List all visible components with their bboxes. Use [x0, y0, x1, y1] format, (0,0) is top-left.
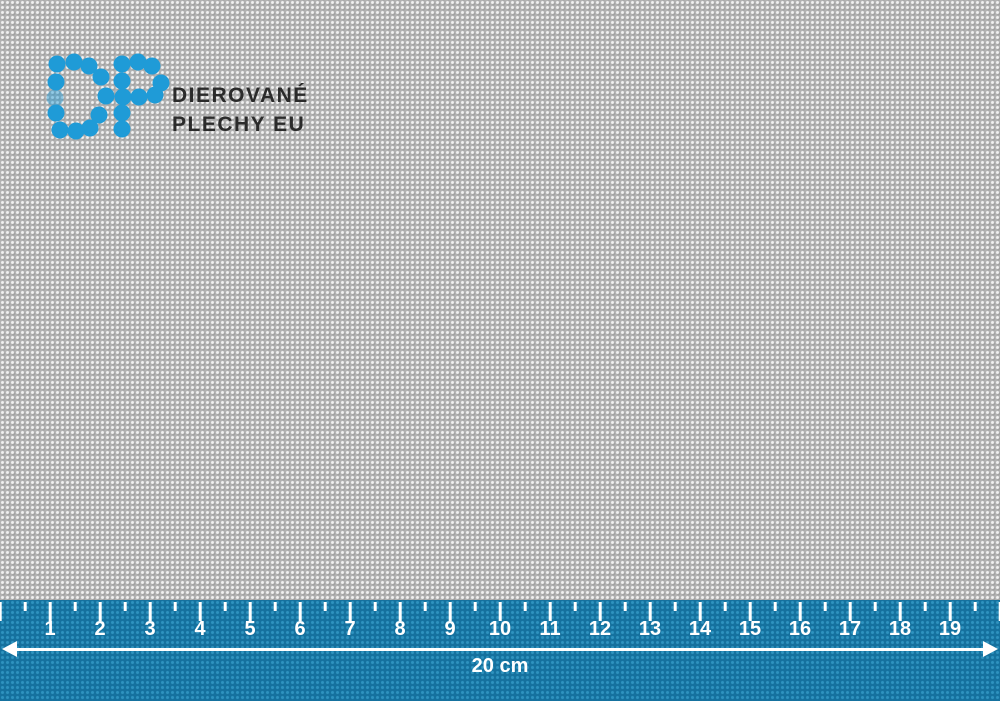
tick-cm [0, 602, 2, 621]
tick-cm [798, 602, 802, 621]
tick-cm [598, 602, 602, 621]
logo-dot [113, 55, 131, 73]
tick-cm [48, 602, 52, 621]
tick-cm [448, 602, 452, 621]
logo-dot [51, 121, 69, 139]
logo-dot [113, 104, 131, 122]
cm-number: 12 [588, 618, 612, 640]
total-width-label: 20 cm [471, 655, 529, 677]
tick-half-cm [273, 602, 277, 611]
cm-number: 6 [294, 618, 306, 640]
logo-dot [90, 106, 108, 124]
cm-number: 19 [938, 618, 962, 640]
logo-dot [47, 104, 65, 122]
logo-dot [113, 120, 131, 138]
logo-dot [65, 53, 83, 71]
cm-number: 7 [344, 618, 356, 640]
tick-cm [98, 602, 102, 621]
tick-half-cm [323, 602, 327, 611]
tick-half-cm [173, 602, 177, 611]
tick-cm [348, 602, 352, 621]
tick-half-cm [623, 602, 627, 611]
dp-logo-icon [46, 53, 170, 140]
logo-dot [130, 88, 148, 106]
measure-arrow-shaft [14, 648, 986, 651]
brand-name-line2: PLECHY EU [172, 113, 306, 136]
perforated-sheet-texture: DIEROVANÉ PLECHY EU [0, 0, 1000, 600]
arrow-left-icon [2, 641, 17, 658]
brand-name: DIEROVANÉ PLECHY EU [172, 81, 309, 139]
cm-number: 17 [838, 618, 862, 640]
cm-number: 2 [94, 618, 106, 640]
cm-number: 15 [738, 618, 762, 640]
tick-cm [898, 602, 902, 621]
logo-dot [46, 89, 64, 107]
tick-cm [298, 602, 302, 621]
tick-half-cm [73, 602, 77, 611]
cm-number: 11 [539, 618, 561, 640]
tick-half-cm [873, 602, 877, 611]
ruler: 1 2 3 4 5 6 7 8 9 10 11 12 13 14 15 16 17 18 19 20 cm [0, 600, 1000, 701]
logo-dot [143, 57, 161, 75]
arrow-right-icon [983, 641, 998, 658]
logo-dot [114, 88, 132, 106]
logo-dot [97, 87, 115, 105]
tick-cm [948, 602, 952, 621]
tick-cm [698, 602, 702, 621]
logo-dot [129, 53, 147, 71]
logo-dot [47, 73, 65, 91]
tick-half-cm [923, 602, 927, 611]
tick-half-cm [773, 602, 777, 611]
tick-half-cm [23, 602, 27, 611]
cm-number: 5 [244, 618, 256, 640]
logo-dot [80, 57, 98, 75]
tick-cm [248, 602, 252, 621]
logo-dot [146, 86, 164, 104]
tick-cm [148, 602, 152, 621]
tick-half-cm [373, 602, 377, 611]
tick-half-cm [723, 602, 727, 611]
tick-half-cm [423, 602, 427, 611]
tick-cm [648, 602, 652, 621]
cm-number: 16 [788, 618, 812, 640]
logo-dot [92, 68, 110, 86]
tick-half-cm [823, 602, 827, 611]
logo-dot [67, 122, 85, 140]
tick-cm [998, 602, 1000, 621]
cm-number: 10 [488, 618, 512, 640]
tick-cm [198, 602, 202, 621]
tick-half-cm [573, 602, 577, 611]
tick-cm [848, 602, 852, 621]
cm-number: 14 [688, 618, 712, 640]
tick-half-cm [973, 602, 977, 611]
cm-number: 13 [638, 618, 662, 640]
tick-cm [548, 602, 552, 621]
tick-half-cm [673, 602, 677, 611]
cm-number: 18 [888, 618, 912, 640]
tick-cm [398, 602, 402, 621]
tick-cm [498, 602, 502, 621]
tick-half-cm [123, 602, 127, 611]
tick-half-cm [473, 602, 477, 611]
brand-name-line1: DIEROVANÉ [172, 84, 309, 107]
logo-dot [113, 72, 131, 90]
tick-half-cm [523, 602, 527, 611]
tick-cm [748, 602, 752, 621]
tick-half-cm [223, 602, 227, 611]
cm-number: 4 [194, 618, 206, 640]
cm-number: 9 [444, 618, 456, 640]
logo-dot [81, 119, 99, 137]
logo-dot [48, 55, 66, 73]
cm-number: 3 [144, 618, 156, 640]
cm-number: 8 [394, 618, 406, 640]
cm-number: 1 [44, 618, 56, 640]
